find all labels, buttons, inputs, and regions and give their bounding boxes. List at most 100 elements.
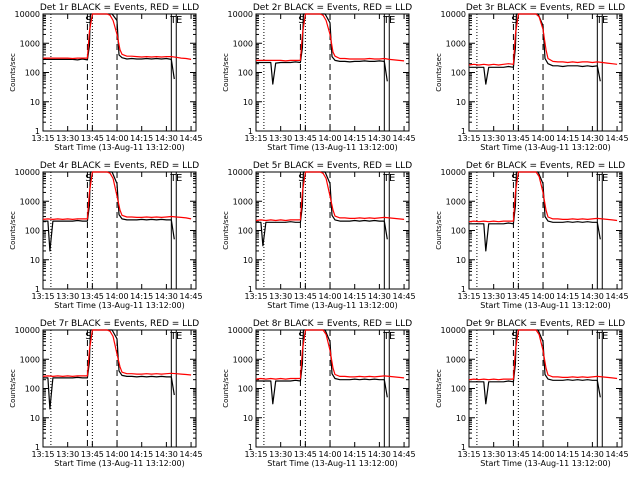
y-tick-label: 100 [451, 227, 466, 236]
x-tick-label: 13:30 [269, 292, 292, 301]
y-tick-label: 1 [461, 443, 466, 452]
y-tick-label: 100 [25, 227, 40, 236]
x-tick-label: 14:30 [155, 292, 178, 301]
x-tick-label: 14:45 [393, 134, 416, 143]
x-axis-label: Start Time (13-Aug-11 13:12:00) [480, 459, 611, 468]
panel-title: Det 5r BLACK = Events, RED = LLD [253, 161, 412, 171]
marker-t: T [382, 173, 390, 184]
x-tick-label: 14:00 [532, 450, 555, 459]
x-tick-label: 14:45 [180, 134, 203, 143]
x-tick-label: 14:45 [393, 292, 416, 301]
y-tick-label: 1000 [446, 197, 466, 206]
x-tick-label: 14:15 [556, 450, 579, 459]
x-tick-label: 14:00 [319, 134, 342, 143]
y-tick-label: 1000 [446, 39, 466, 48]
events-series-line [43, 13, 175, 80]
panel-title: Det 7r BLACK = Events, RED = LLD [40, 319, 199, 329]
y-tick-label: 1000 [233, 197, 253, 206]
x-tick-label: 14:30 [368, 134, 391, 143]
lld-series-line [468, 171, 618, 223]
lld-series-line [468, 13, 618, 66]
x-tick-label: 13:15 [244, 292, 267, 301]
marker-e: E [176, 173, 182, 184]
x-tick-label: 13:30 [56, 450, 79, 459]
y-tick-label: 100 [25, 385, 40, 394]
events-series-line [469, 171, 601, 252]
lld-series-line [256, 13, 405, 62]
x-axis-label: Start Time (13-Aug-11 13:12:00) [54, 143, 185, 152]
y-axis-label: Counts/sec [222, 53, 230, 92]
x-tick-label: 14:30 [155, 450, 178, 459]
marker-e: E [602, 15, 608, 26]
x-tick-label: 14:15 [130, 134, 153, 143]
x-tick-label: 13:15 [31, 292, 54, 301]
x-axis-label: Start Time (13-Aug-11 13:12:00) [267, 143, 398, 152]
x-tick-label: 14:00 [106, 292, 129, 301]
x-tick-label: 14:00 [106, 134, 129, 143]
y-tick-label: 10 [30, 256, 40, 265]
x-tick-label: 14:15 [343, 292, 366, 301]
x-axis-label: Start Time (13-Aug-11 13:12:00) [267, 301, 398, 310]
x-tick-label: 14:15 [556, 292, 579, 301]
x-tick-label: 13:30 [269, 450, 292, 459]
marker-e: E [176, 331, 182, 342]
y-axis-label: Counts/sec [222, 369, 230, 408]
marker-s: S [85, 173, 91, 184]
x-tick-label: 13:15 [31, 450, 54, 459]
x-tick-label: 14:00 [319, 292, 342, 301]
x-tick-label: 13:45 [507, 292, 530, 301]
x-tick-label: 13:45 [294, 450, 317, 459]
y-tick-label: 10000 [15, 326, 40, 335]
marker-s: S [511, 15, 517, 26]
panel-det-8r: Det 8r BLACK = Events, RED = LLD 1 10 100 10… [222, 319, 416, 468]
marker-s: S [511, 331, 517, 342]
marker-s: S [298, 173, 304, 184]
events-series-line [469, 329, 601, 405]
y-tick-label: 10000 [15, 10, 40, 19]
y-tick-label: 100 [451, 69, 466, 78]
panel-title: Det 1r BLACK = Events, RED = LLD [40, 3, 199, 13]
marker-t: T [595, 173, 603, 184]
y-tick-label: 10 [456, 98, 466, 107]
x-tick-label: 14:30 [368, 292, 391, 301]
marker-s: S [85, 331, 91, 342]
panel-det-7r: Det 7r BLACK = Events, RED = LLD 1 10 100 10… [9, 319, 203, 468]
y-axis-label: Counts/sec [9, 369, 17, 408]
marker-s: S [298, 331, 304, 342]
panel-det-4r: Det 4r BLACK = Events, RED = LLD 1 10 100 10… [9, 161, 203, 310]
x-tick-label: 14:30 [581, 134, 604, 143]
y-tick-label: 10 [243, 98, 253, 107]
x-tick-label: 13:45 [507, 134, 530, 143]
y-tick-label: 100 [238, 385, 253, 394]
lld-series-line [255, 171, 405, 222]
x-tick-label: 14:30 [368, 450, 391, 459]
y-tick-label: 10 [243, 256, 253, 265]
y-tick-label: 10 [30, 414, 40, 423]
lld-series-line [255, 329, 405, 380]
marker-t: T [595, 331, 603, 342]
marker-e: E [176, 15, 182, 26]
events-series-line [469, 13, 601, 85]
x-tick-label: 13:30 [56, 292, 79, 301]
y-tick-label: 10000 [441, 326, 466, 335]
x-tick-label: 13:30 [482, 292, 505, 301]
y-tick-label: 10 [456, 256, 466, 265]
x-tick-label: 14:00 [532, 134, 555, 143]
x-tick-label: 13:15 [457, 134, 480, 143]
x-tick-label: 14:15 [556, 134, 579, 143]
panel-title: Det 9r BLACK = Events, RED = LLD [466, 319, 625, 329]
panel-title: Det 2r BLACK = Events, RED = LLD [253, 3, 412, 13]
lld-series-line [42, 171, 192, 220]
y-tick-label: 1 [35, 285, 40, 294]
panel-title: Det 4r BLACK = Events, RED = LLD [40, 161, 199, 171]
y-tick-label: 10000 [228, 326, 253, 335]
x-tick-label: 13:15 [244, 450, 267, 459]
y-tick-label: 10000 [441, 168, 466, 177]
x-tick-label: 13:45 [81, 134, 104, 143]
x-tick-label: 14:00 [106, 450, 129, 459]
y-tick-label: 1000 [20, 355, 40, 364]
y-tick-label: 10000 [228, 168, 253, 177]
marker-t: T [169, 331, 177, 342]
y-tick-label: 1 [35, 127, 40, 136]
